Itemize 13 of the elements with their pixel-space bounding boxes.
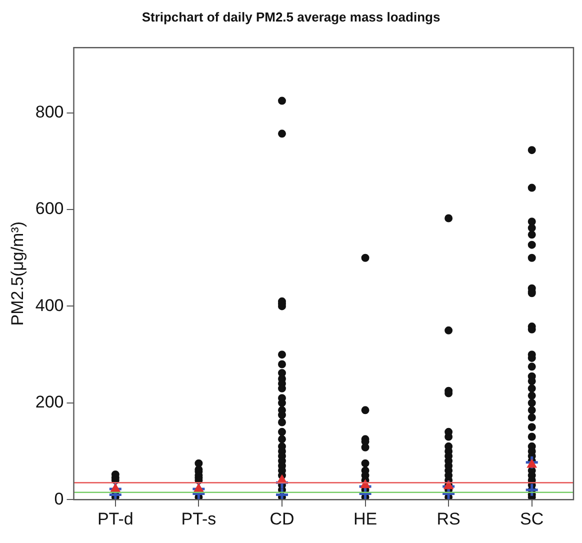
chart-title: Stripchart of daily PM2.5 average mass loadings [142,9,440,24]
x-tick-label: PT-d [97,509,134,528]
y-tick-label: 200 [35,392,64,412]
x-tick-label: PT-s [181,509,216,528]
y-tick-label: 0 [54,489,64,508]
x-tick-label: HE [353,509,378,528]
x-tick-label: CD [270,509,294,528]
y-tick-label: 600 [35,199,64,218]
y-tick-label: 400 [35,296,64,315]
y-tick-label: 800 [35,102,64,122]
x-tick-label: RS [436,509,460,528]
y-axis-title: PM2.5(μg/m³) [8,221,27,326]
x-tick-label: SC [520,509,544,528]
